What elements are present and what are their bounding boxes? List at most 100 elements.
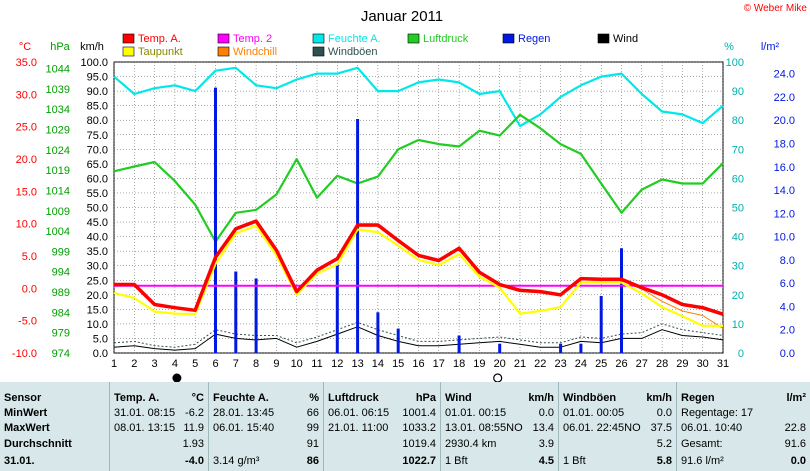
humidity-header: Feuchte A. [213,392,269,404]
pressure-axis-tick: 1029 [46,124,70,136]
humidity-current-value: 86 [306,455,319,467]
wind-header: Wind [445,392,472,404]
wind-axis-tick: 95.0 [87,72,108,84]
temp-avg-value: 1.93 [182,438,204,450]
x-tick-label: 11 [311,358,322,370]
pressure-header: Luftdruck [328,392,379,404]
pressure-axis-tick: 1014 [46,185,70,197]
wind-max-time: 13.01. 08:55NO [445,422,523,434]
legend-label: Windchill [233,46,277,58]
pressure-current-value: 1022.7 [402,455,436,467]
rain-total-value: 91.6 [784,438,806,450]
legend-swatch [312,33,325,44]
x-tick-label: 23 [554,358,566,370]
rain-max-time: 06.01. 10:40 [681,422,743,434]
pressure-axis-tick: 1009 [46,206,70,218]
pressure-axis-tick: 999 [52,246,70,258]
gust-header: Windböen [563,392,617,404]
wind-axis-tick: 55.0 [87,188,108,200]
gust-unit: km/h [646,392,672,404]
plot-grid [113,61,724,354]
humidity-avg-value: 91 [306,438,319,450]
stats-current-date: 31.01. [4,455,35,467]
wind-min-value: 0.0 [538,407,554,419]
x-tick-label: 8 [253,358,259,370]
x-tick-label: 1 [111,358,117,370]
x-tick-label: 2 [131,358,137,370]
x-tick-label: 7 [233,358,239,370]
stats-max-label: MaxWert [4,422,50,434]
wind-axis-tick: 65.0 [87,159,108,171]
wind-axis-tick: 15.0 [87,304,108,316]
x-tick-label: 29 [676,358,688,370]
stats-col-pressure: Luftdruck hPa 06.01. 06:15 1001.4 21.01. 1… [324,382,441,471]
temp-axis-tick: 10.0 [16,219,37,231]
stats-col-temp: Temp. A. °C 31.01. 08:15 -6.2 08.01. 13:15… [110,382,209,471]
legend-label: Taupunkt [138,46,183,58]
x-tick-label: 28 [656,358,668,370]
temp-min-value: -6.2 [185,407,204,419]
temp-axis-tick: -10.0 [12,348,37,360]
temp-axis-tick: 35.0 [16,57,37,69]
rain-axis-tick: 18.0 [774,138,795,150]
legend-swatch [122,33,135,44]
rain-current-value: 0.0 [790,455,806,467]
legend-label: Temp. A. [138,33,181,45]
x-tick-label: 22 [534,358,546,370]
x-tick-label: 3 [152,358,158,370]
x-tick-label: 4 [172,358,178,370]
humidity-axis-tick: 30 [732,261,744,273]
wind-unit: km/h [528,392,554,404]
pressure-unit: hPa [415,392,436,404]
humidity-axis-unit: % [724,41,734,53]
stats-col-wind: Wind km/h 01.01. 00:15 0.0 13.01. 08:55NO 1… [441,382,559,471]
pressure-axis-tick: 989 [52,287,70,299]
x-tick-label: 10 [291,358,303,370]
pressure-axis-tick: 994 [52,267,70,279]
pressure-axis-tick: 984 [52,307,70,319]
rain-axis-tick: 0.0 [780,348,795,360]
x-tick-label: 12 [331,358,343,370]
data-marks [113,66,724,353]
pressure-avg-value: 1019.4 [402,438,436,450]
wind-axis-tick: 35.0 [87,246,108,258]
gust-avg-value: 5.2 [656,438,672,450]
pressure-axis-tick: 979 [52,328,70,340]
x-tick-label: 16 [412,358,424,370]
pressure-min-value: 1001.4 [402,407,436,419]
stats-sensor-header: Sensor [4,392,42,404]
x-tick-label: 9 [273,358,279,370]
x-tick-label: 25 [595,358,607,370]
temp-axis-tick: 30.0 [16,89,37,101]
wind-axis-tick: 80.0 [87,115,108,127]
humidity-axis-tick: 70 [732,144,744,156]
temp-axis-tick: 0.0 [22,283,37,295]
humidity-max-time: 06.01. 15:40 [213,422,275,434]
legend-swatch [597,33,610,44]
gust-min-time: 01.01. 00:05 [563,407,625,419]
wind-max-value: 13.4 [532,422,554,434]
rain-axis-tick: 16.0 [774,162,795,174]
rain-axis-tick: 24.0 [774,69,795,81]
wind-beaufort: 1 Bft [445,455,468,467]
wind-axis-tick: 60.0 [87,173,108,185]
axis-labels: 1 2 3 4 5 6 7 8 9 10 11 12 13 14 15 16 17 18 19 20 21 22 23 24 2… [12,57,795,382]
temp-axis-tick: 5.0 [22,251,37,263]
wind-axis-tick: 40.0 [87,232,108,244]
stats-col-sensor: Sensor MinWert MaxWert Durchschnitt 31.0… [0,382,110,471]
humidity-axis-tick: 100 [726,57,744,69]
humidity-axis-tick: 20 [732,290,744,302]
pressure-axis-tick: 1004 [46,226,70,238]
wind-axis-tick: 50.0 [87,203,108,215]
pressure-axis-tick: 1039 [46,84,70,96]
humidity-axis-tick: 0 [738,348,744,360]
taupunkt-series-line [113,224,723,327]
humidity-absolute: 3.14 g/m³ [213,455,260,467]
temp-axis-unit: °C [19,41,31,53]
wind-axis-tick: 70.0 [87,144,108,156]
temp-axis-tick: 15.0 [16,186,37,198]
humidity-axis-tick: 40 [732,232,744,244]
temp-min-time: 31.01. 08:15 [114,407,176,419]
legend-label: Luftdruck [423,33,469,45]
legend-label: Windböen [328,46,378,58]
